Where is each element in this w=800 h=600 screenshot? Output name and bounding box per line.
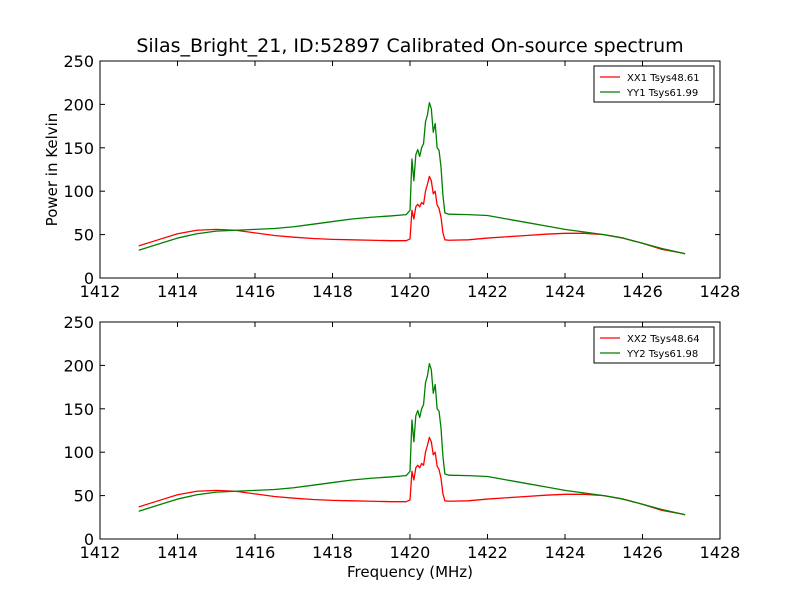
y-tick-label-1-2: 100 [63,182,94,201]
series-line-1-2 [138,102,686,255]
y-tick-label-2-4: 200 [63,356,94,375]
y-tick-label-2-5: 250 [63,313,94,332]
series-line-2-1 [138,436,686,516]
x-tick-label-2-5: 1422 [467,543,508,562]
legend-box-1 [593,65,715,103]
y-tick-label-2-3: 150 [63,400,94,419]
x-tick-label-1-4: 1420 [390,282,431,301]
y-tick-label-1-0: 0 [84,269,94,288]
x-tick-label-1-6: 1424 [545,282,586,301]
figure-title: Silas_Bright_21, ID:52897 Calibrated On-… [136,35,683,57]
x-tick-label-2-7: 1426 [622,543,663,562]
y-axis-label-1: Power in Kelvin [43,113,61,227]
y-tick-label-2-2: 100 [63,443,94,462]
legend-label-1-1: XX1 Tsys48.61 [627,73,700,84]
x-tick-label-1-2: 1416 [235,282,276,301]
x-tick-label-2-2: 1416 [235,543,276,562]
y-tick-label-1-5: 250 [63,52,94,71]
legend-label-1-2: YY1 Tsys61.99 [626,88,698,99]
series-line-2-2 [138,363,686,516]
subplot-1: 1412 1414 1416 1418 1420 1422 1424 1426 1428 0 50 1… [43,52,740,301]
x-axis-label-2: Frequency (MHz) [347,563,473,581]
x-tick-label-2-8: 1428 [700,543,741,562]
y-tick-label-1-4: 200 [63,95,94,114]
legend-1: XX1 Tsys48.61 YY1 Tsys61.99 [593,65,715,103]
x-tick-label-2-0: 1412 [80,543,121,562]
y-tick-label-1-1: 50 [74,226,94,245]
subplot-2: 1412 1414 1416 1418 1420 1422 1424 1426 1428 0 50 1… [63,313,740,581]
legend-2: XX2 Tsys48.64 YY2 Tsys61.98 [593,326,715,364]
x-tick-label-1-7: 1426 [622,282,663,301]
plots-group: 1412 1414 1416 1418 1420 1422 1424 1426 1428 0 50 1… [43,52,740,581]
x-tick-label-2-4: 1420 [390,543,431,562]
series-line-1-1 [138,175,686,255]
x-tick-label-1-5: 1422 [467,282,508,301]
x-tick-label-1-3: 1418 [312,282,353,301]
y-tick-label-1-3: 150 [63,139,94,158]
y-tick-label-2-0: 0 [84,530,94,549]
legend-label-2-1: XX2 Tsys48.64 [627,334,700,345]
y-tick-label-2-1: 50 [74,487,94,506]
x-tick-label-1-0: 1412 [80,282,121,301]
x-tick-label-2-6: 1424 [545,543,586,562]
legend-box-2 [593,326,715,364]
x-tick-label-1-1: 1414 [157,282,198,301]
x-tick-label-2-3: 1418 [312,543,353,562]
legend-label-2-2: YY2 Tsys61.98 [626,349,698,360]
x-tick-label-1-8: 1428 [700,282,741,301]
x-tick-label-2-1: 1414 [157,543,198,562]
